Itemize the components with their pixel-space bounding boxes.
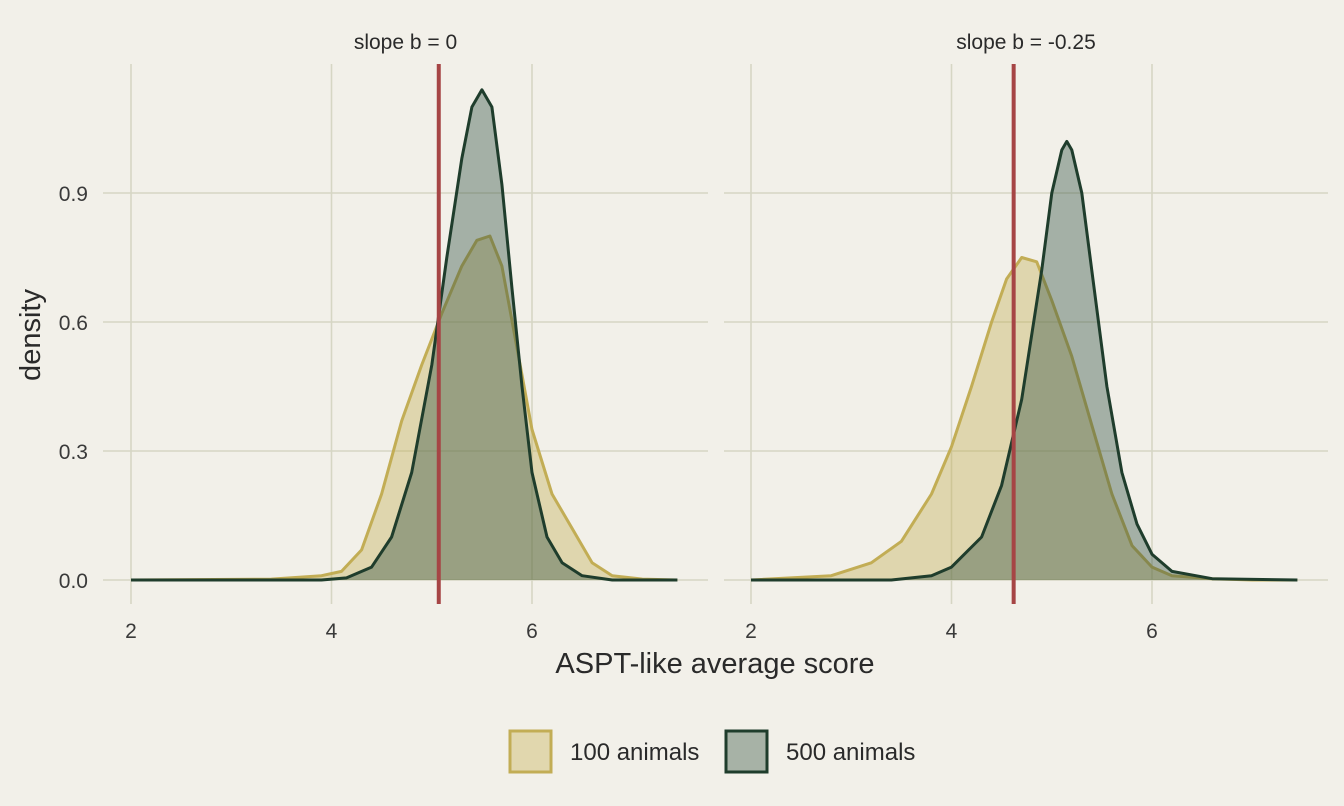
legend-key-500-animals bbox=[724, 729, 769, 774]
panel-strip-title: slope b = -0.25 bbox=[956, 31, 1096, 54]
density-area-100-animals bbox=[751, 257, 1298, 580]
density-line-500-animals bbox=[131, 88, 678, 582]
x-axis-title: ASPT-like average score bbox=[555, 648, 874, 680]
facet-panels: slope b = 0 2 4 6 slope b = -0.25 2 4 6 bbox=[103, 31, 1328, 643]
panel-strip-title: slope b = 0 bbox=[354, 31, 457, 54]
x-tick-label: 4 bbox=[326, 620, 338, 643]
x-tick-label: 2 bbox=[125, 620, 137, 643]
y-tick-label: 0.6 bbox=[59, 312, 88, 335]
x-tick-label: 2 bbox=[745, 620, 757, 643]
density-line-500-animals bbox=[751, 139, 1298, 582]
panel-2: slope b = -0.25 2 4 6 bbox=[724, 31, 1328, 643]
legend-key-100-animals bbox=[508, 729, 553, 774]
y-tick-label: 0.9 bbox=[59, 183, 88, 206]
y-tick-label: 0.0 bbox=[59, 570, 88, 593]
legend-label-100-animals: 100 animals bbox=[570, 739, 699, 766]
density-line-100-animals bbox=[130, 234, 678, 582]
panel-1: slope b = 0 2 4 6 bbox=[103, 31, 708, 643]
y-axis-title: density bbox=[15, 289, 47, 381]
density-area-100-animals bbox=[131, 236, 678, 580]
legend: 100 animals 500 animals bbox=[508, 729, 915, 774]
x-tick-label: 6 bbox=[1146, 620, 1158, 643]
density-area-500-animals bbox=[751, 141, 1298, 580]
density-line-100-animals bbox=[750, 256, 1298, 582]
y-tick-labels: 0.0 0.3 0.6 0.9 bbox=[59, 183, 88, 593]
x-tick-label: 6 bbox=[526, 620, 538, 643]
y-tick-label: 0.3 bbox=[59, 441, 88, 464]
x-tick-label: 4 bbox=[946, 620, 958, 643]
legend-label-500-animals: 500 animals bbox=[786, 739, 915, 766]
density-area-500-animals bbox=[131, 89, 678, 581]
